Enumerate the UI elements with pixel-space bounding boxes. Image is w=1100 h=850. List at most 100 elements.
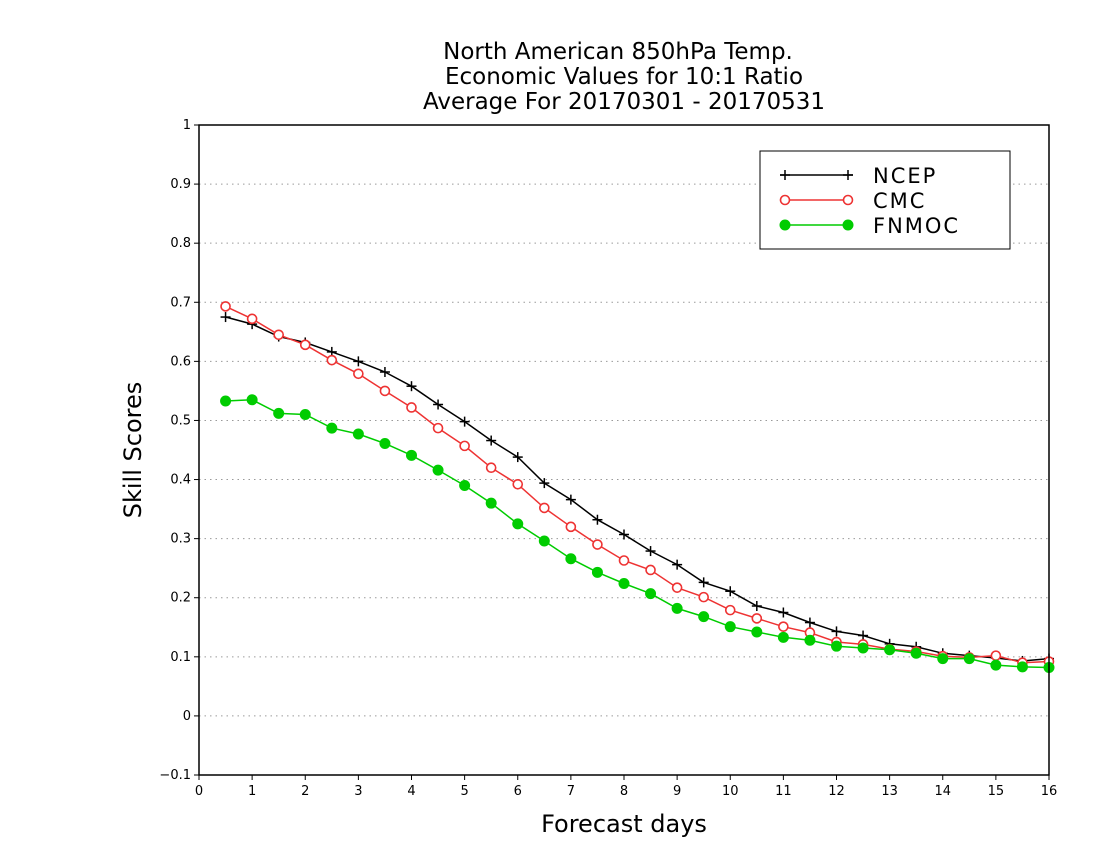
legend-marker-ncep	[780, 170, 790, 180]
y-tick-label: 0.4	[170, 473, 191, 488]
data-point-fnmoc	[645, 588, 657, 600]
y-tick-label: 0.9	[170, 177, 191, 192]
data-point-fnmoc	[618, 578, 630, 590]
data-point-fnmoc	[299, 409, 311, 421]
data-point-cmc	[299, 339, 311, 351]
data-point-fnmoc	[724, 621, 736, 633]
x-tick-label: 12	[828, 784, 845, 799]
data-point-cmc	[645, 564, 656, 576]
data-point-ncep	[645, 546, 656, 557]
x-tick-label: 13	[881, 784, 898, 799]
x-tick-label: 11	[775, 784, 792, 799]
data-point-ncep	[858, 630, 869, 641]
x-axis-label: Forecast days	[541, 810, 707, 838]
x-tick-label: 9	[673, 784, 681, 799]
legend-label-cmc: CMC	[873, 189, 926, 213]
data-point-fnmoc	[777, 631, 789, 643]
x-tick-label: 10	[722, 784, 739, 799]
data-point-ncep	[433, 399, 444, 410]
legend-marker-fnmoc	[779, 219, 791, 231]
y-tick-label: 0	[183, 709, 191, 724]
legend-label-ncep: NCEP	[873, 164, 937, 188]
x-tick-label: 5	[460, 784, 468, 799]
data-point-fnmoc	[220, 395, 232, 407]
x-tick-label: 2	[301, 784, 309, 799]
data-point-cmc	[592, 539, 603, 550]
data-point-fnmoc	[406, 449, 417, 461]
x-tick-label: 15	[988, 784, 1005, 799]
data-point-cmc	[485, 462, 497, 474]
data-point-cmc	[539, 502, 550, 514]
x-tick-label: 4	[407, 784, 415, 799]
data-point-ncep	[379, 367, 390, 377]
data-point-fnmoc	[857, 642, 869, 654]
data-point-ncep	[725, 586, 736, 597]
data-point-cmc	[406, 402, 417, 413]
legend-label-fnmoc: FNMOC	[873, 214, 960, 238]
data-point-fnmoc	[910, 647, 922, 659]
legend-marker-cmc	[779, 194, 791, 206]
series-fnmoc	[220, 394, 1055, 673]
data-point-cmc	[353, 368, 364, 380]
y-tick-label: 0.2	[170, 591, 191, 606]
data-point-fnmoc	[565, 553, 577, 565]
chart-title: North American 850hPa Temp. Economic Val…	[423, 39, 825, 115]
data-point-ncep	[539, 478, 550, 489]
data-point-ncep	[592, 514, 603, 525]
data-point-fnmoc	[751, 626, 763, 638]
data-point-cmc	[432, 422, 444, 434]
data-point-cmc	[246, 313, 258, 325]
data-point-fnmoc	[273, 407, 285, 419]
data-point-ncep	[486, 435, 497, 446]
data-point-fnmoc	[432, 464, 444, 476]
data-point-fnmoc	[512, 518, 524, 530]
legend-marker-ncep	[843, 170, 853, 180]
x-tick-label: 8	[620, 784, 628, 799]
data-point-ncep	[751, 601, 762, 611]
y-tick-label: 0.5	[170, 413, 191, 428]
data-point-cmc	[778, 621, 789, 632]
data-point-fnmoc	[990, 659, 1002, 671]
data-point-fnmoc	[246, 394, 258, 406]
y-tick-label: 0.3	[170, 532, 191, 547]
series-line-fnmoc	[225, 399, 1050, 669]
data-point-fnmoc	[884, 644, 896, 656]
data-point-ncep	[406, 381, 417, 392]
data-point-cmc	[751, 613, 763, 624]
data-point-ncep	[698, 577, 709, 588]
x-tick-label: 6	[514, 784, 522, 799]
data-point-ncep	[778, 607, 789, 618]
legend-marker-fnmoc	[842, 219, 854, 231]
data-point-cmc	[273, 329, 284, 341]
chart-title-line-1: North American 850hPa Temp.	[443, 39, 793, 65]
y-tick-label: 1	[183, 118, 191, 133]
chart-title-line-3: Average For 20170301 - 20170531	[423, 89, 825, 115]
series-ncep	[220, 312, 1054, 666]
x-tick-label: 7	[567, 784, 575, 799]
data-point-fnmoc	[937, 653, 949, 665]
legend-marker-cmc	[842, 194, 854, 206]
data-point-fnmoc	[963, 653, 975, 665]
data-point-fnmoc	[485, 497, 497, 509]
grid	[199, 183, 1049, 717]
y-tick-label: 0.6	[170, 354, 191, 369]
data-point-fnmoc	[538, 535, 550, 547]
data-point-cmc	[671, 582, 683, 593]
y-tick-label: 0.7	[170, 295, 191, 310]
x-tick-label: 16	[1041, 784, 1058, 799]
data-point-cmc	[565, 521, 577, 533]
data-point-ncep	[512, 452, 523, 463]
data-point-cmc	[512, 478, 524, 490]
data-point-cmc	[379, 385, 391, 397]
x-tick-label: 0	[195, 784, 203, 799]
y-axis-label: Skill Scores	[119, 382, 147, 519]
data-point-ncep	[619, 529, 629, 540]
data-point-ncep	[220, 312, 231, 323]
x-tick-label: 1	[248, 784, 256, 799]
data-point-fnmoc	[698, 611, 710, 623]
chart-title-line-2: Economic Values for 10:1 Ratio	[445, 64, 803, 90]
data-point-fnmoc	[379, 438, 391, 449]
data-point-cmc	[459, 440, 470, 452]
